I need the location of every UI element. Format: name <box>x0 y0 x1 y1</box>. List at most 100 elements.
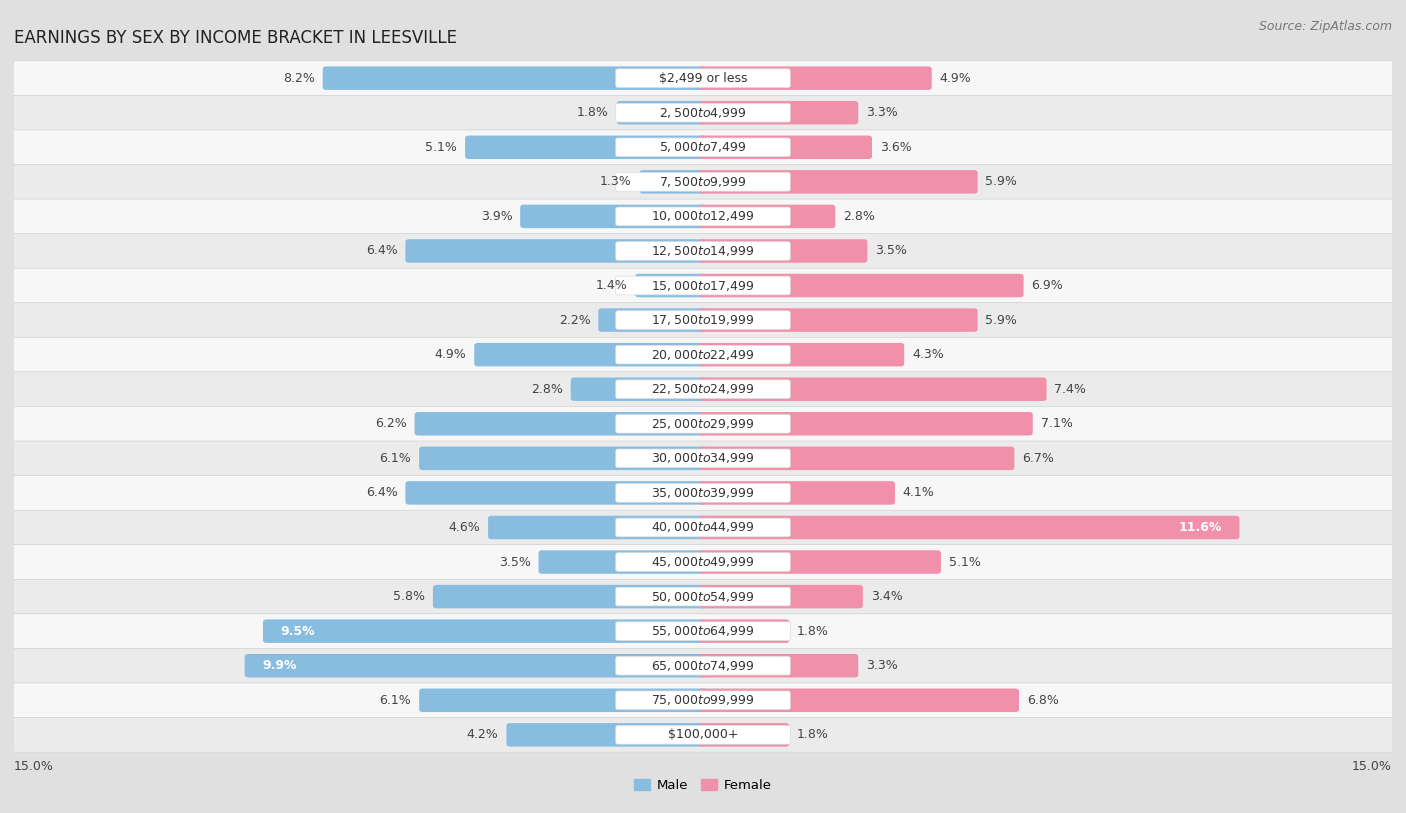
Text: 3.4%: 3.4% <box>870 590 903 603</box>
Text: 6.1%: 6.1% <box>380 693 412 706</box>
Text: $100,000+: $100,000+ <box>668 728 738 741</box>
Text: 3.9%: 3.9% <box>481 210 512 223</box>
FancyBboxPatch shape <box>616 691 790 710</box>
Text: 4.9%: 4.9% <box>939 72 972 85</box>
Text: $55,000 to $64,999: $55,000 to $64,999 <box>651 624 755 638</box>
Text: 4.9%: 4.9% <box>434 348 467 361</box>
FancyBboxPatch shape <box>699 620 789 643</box>
FancyBboxPatch shape <box>616 380 790 398</box>
FancyBboxPatch shape <box>699 723 789 746</box>
FancyBboxPatch shape <box>699 239 868 263</box>
Text: $15,000 to $17,499: $15,000 to $17,499 <box>651 279 755 293</box>
FancyBboxPatch shape <box>699 308 977 332</box>
FancyBboxPatch shape <box>640 170 707 193</box>
Text: $7,500 to $9,999: $7,500 to $9,999 <box>659 175 747 189</box>
FancyBboxPatch shape <box>0 164 1406 199</box>
FancyBboxPatch shape <box>263 620 707 643</box>
FancyBboxPatch shape <box>616 587 790 606</box>
Text: 5.1%: 5.1% <box>949 555 980 568</box>
FancyBboxPatch shape <box>0 199 1406 233</box>
FancyBboxPatch shape <box>415 412 707 436</box>
Text: $45,000 to $49,999: $45,000 to $49,999 <box>651 555 755 569</box>
Text: 7.4%: 7.4% <box>1054 383 1087 396</box>
FancyBboxPatch shape <box>699 136 872 159</box>
Text: 4.6%: 4.6% <box>449 521 481 534</box>
FancyBboxPatch shape <box>0 580 1406 614</box>
Text: 1.8%: 1.8% <box>576 107 609 120</box>
Text: 6.1%: 6.1% <box>380 452 412 465</box>
FancyBboxPatch shape <box>0 511 1406 545</box>
FancyBboxPatch shape <box>0 718 1406 752</box>
Text: 5.9%: 5.9% <box>986 314 1018 327</box>
Text: 3.3%: 3.3% <box>866 107 898 120</box>
Text: $35,000 to $39,999: $35,000 to $39,999 <box>651 486 755 500</box>
Text: 7.1%: 7.1% <box>1040 417 1073 430</box>
Text: $50,000 to $54,999: $50,000 to $54,999 <box>651 589 755 603</box>
Text: 8.2%: 8.2% <box>283 72 315 85</box>
FancyBboxPatch shape <box>433 585 707 608</box>
FancyBboxPatch shape <box>520 205 707 228</box>
Text: 1.8%: 1.8% <box>797 728 830 741</box>
FancyBboxPatch shape <box>405 239 707 263</box>
FancyBboxPatch shape <box>599 308 707 332</box>
FancyBboxPatch shape <box>0 302 1406 337</box>
FancyBboxPatch shape <box>0 476 1406 511</box>
Text: $22,500 to $24,999: $22,500 to $24,999 <box>651 382 755 396</box>
FancyBboxPatch shape <box>0 406 1406 441</box>
FancyBboxPatch shape <box>616 449 790 467</box>
FancyBboxPatch shape <box>616 207 790 226</box>
Text: $30,000 to $34,999: $30,000 to $34,999 <box>651 451 755 465</box>
FancyBboxPatch shape <box>616 346 790 364</box>
Text: $10,000 to $12,499: $10,000 to $12,499 <box>651 210 755 224</box>
FancyBboxPatch shape <box>405 481 707 505</box>
Text: $17,500 to $19,999: $17,500 to $19,999 <box>651 313 755 327</box>
FancyBboxPatch shape <box>636 274 707 298</box>
FancyBboxPatch shape <box>699 205 835 228</box>
FancyBboxPatch shape <box>616 103 790 122</box>
Text: 5.9%: 5.9% <box>986 176 1018 189</box>
FancyBboxPatch shape <box>323 67 707 90</box>
Text: 5.1%: 5.1% <box>426 141 457 154</box>
FancyBboxPatch shape <box>616 138 790 157</box>
Text: 6.7%: 6.7% <box>1022 452 1054 465</box>
FancyBboxPatch shape <box>699 377 1046 401</box>
FancyBboxPatch shape <box>0 61 1406 95</box>
FancyBboxPatch shape <box>616 311 790 329</box>
FancyBboxPatch shape <box>699 67 932 90</box>
FancyBboxPatch shape <box>616 518 790 537</box>
Text: $2,499 or less: $2,499 or less <box>659 72 747 85</box>
FancyBboxPatch shape <box>616 553 790 572</box>
FancyBboxPatch shape <box>699 654 858 677</box>
Text: 3.5%: 3.5% <box>875 245 907 258</box>
FancyBboxPatch shape <box>0 130 1406 164</box>
Text: 4.1%: 4.1% <box>903 486 935 499</box>
FancyBboxPatch shape <box>0 372 1406 406</box>
FancyBboxPatch shape <box>616 276 790 295</box>
FancyBboxPatch shape <box>616 622 790 641</box>
Text: 2.2%: 2.2% <box>558 314 591 327</box>
FancyBboxPatch shape <box>616 725 790 744</box>
FancyBboxPatch shape <box>616 241 790 260</box>
Text: 3.6%: 3.6% <box>880 141 911 154</box>
FancyBboxPatch shape <box>616 172 790 191</box>
FancyBboxPatch shape <box>465 136 707 159</box>
Text: $65,000 to $74,999: $65,000 to $74,999 <box>651 659 755 672</box>
Text: 9.9%: 9.9% <box>262 659 297 672</box>
FancyBboxPatch shape <box>617 101 707 124</box>
Text: $40,000 to $44,999: $40,000 to $44,999 <box>651 520 755 534</box>
FancyBboxPatch shape <box>616 484 790 502</box>
Text: 15.0%: 15.0% <box>14 759 53 772</box>
Text: $12,500 to $14,999: $12,500 to $14,999 <box>651 244 755 258</box>
FancyBboxPatch shape <box>0 441 1406 476</box>
FancyBboxPatch shape <box>0 683 1406 718</box>
Text: 1.8%: 1.8% <box>797 624 830 637</box>
Text: 6.4%: 6.4% <box>366 486 398 499</box>
Text: 6.2%: 6.2% <box>375 417 406 430</box>
Text: $75,000 to $99,999: $75,000 to $99,999 <box>651 693 755 707</box>
Text: 3.5%: 3.5% <box>499 555 531 568</box>
FancyBboxPatch shape <box>699 274 1024 298</box>
Legend: Male, Female: Male, Female <box>628 773 778 797</box>
FancyBboxPatch shape <box>699 343 904 367</box>
FancyBboxPatch shape <box>0 649 1406 683</box>
FancyBboxPatch shape <box>699 446 1014 470</box>
